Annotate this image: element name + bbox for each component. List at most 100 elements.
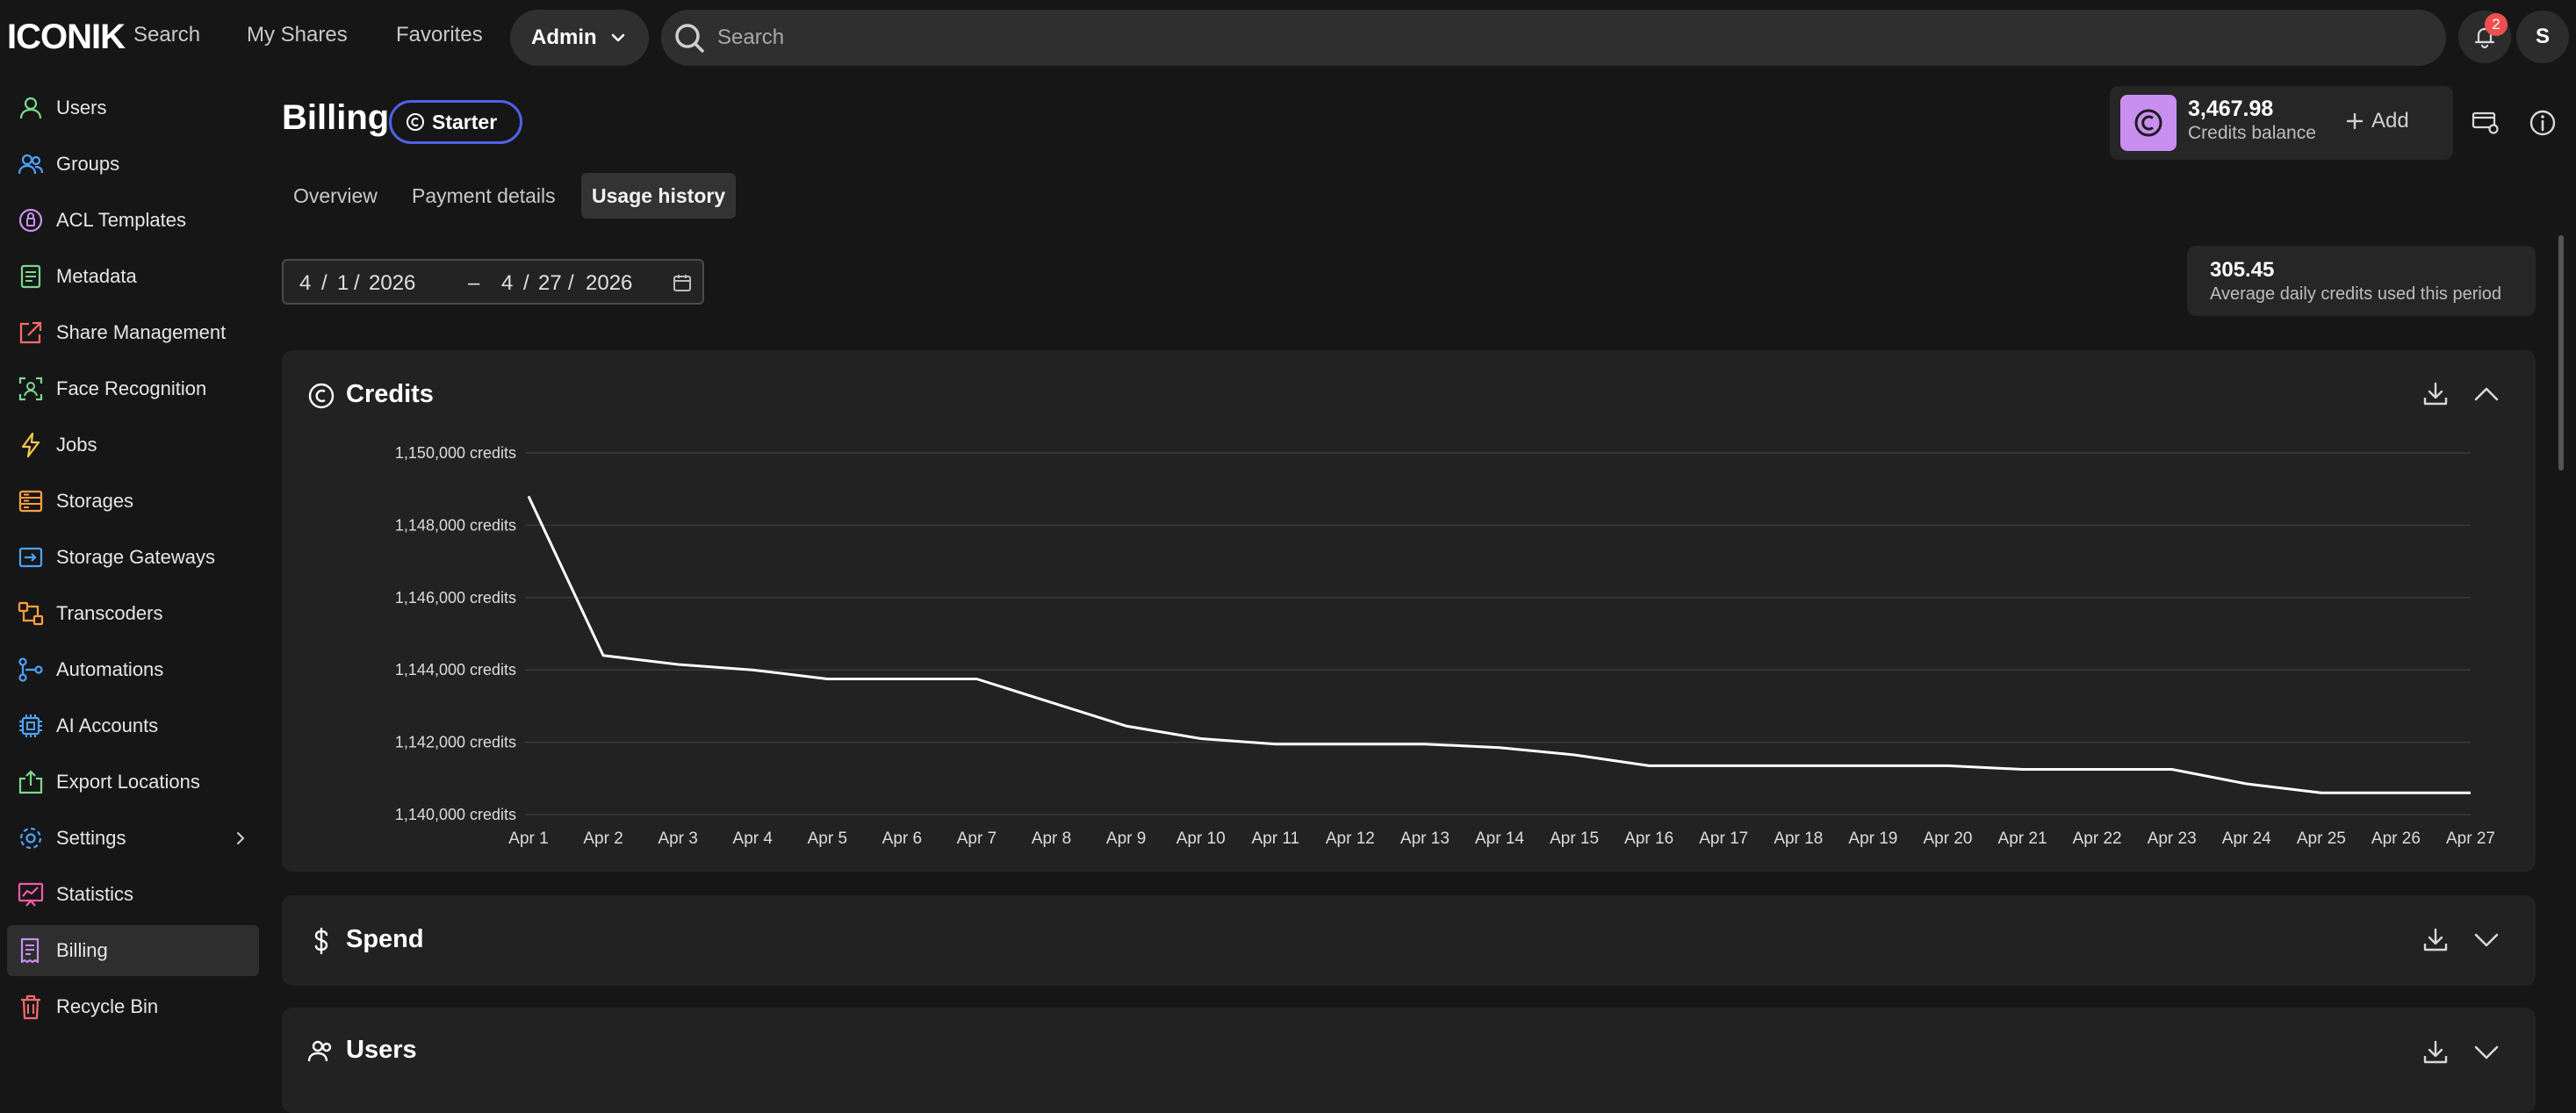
sidebar-item-recycle-bin[interactable]: Recycle Bin [7,981,259,1032]
plus-icon [2346,112,2364,130]
gear-icon [16,823,46,853]
start-year[interactable]: 2026 [369,271,416,295]
credit-coin-icon [308,383,335,409]
user-initial: S [2535,25,2550,48]
add-credits-button[interactable]: Add [2345,109,2409,133]
transcoder-icon [16,599,46,628]
top-bar: ICONIK Search My Shares Favorites Admin … [0,0,2576,74]
panel-title-credits: Credits [346,380,434,408]
nav-favorites[interactable]: Favorites [396,23,483,47]
x-tick-label: Apr 17 [1699,829,1748,848]
end-month[interactable]: 4 [501,271,514,295]
sidebar-item-metadata[interactable]: Metadata [7,251,259,302]
plan-badge[interactable]: Starter [389,100,522,144]
date-slash: / [354,271,360,295]
spend-panel: Spend [282,895,2536,986]
card-settings-icon [2472,111,2499,134]
sidebar-item-label: Export Locations [56,771,200,793]
tab-payment-details[interactable]: Payment details [412,183,556,207]
sidebar-item-storages[interactable]: Storages [7,476,259,527]
sidebar-item-label: Storages [56,490,134,512]
sidebar-item-settings[interactable]: Settings [7,813,259,864]
end-day[interactable]: 27 [538,271,562,295]
trash-icon [16,992,46,1022]
download-icon[interactable] [2420,924,2451,956]
date-range-picker[interactable]: 4 / 1 / 2026 – 4 / 27 / 2026 [282,259,704,305]
average-usage-label: Average daily credits used this period [2210,284,2502,304]
download-icon[interactable] [2420,1037,2451,1068]
start-day[interactable]: 1 [337,271,349,295]
users-panel: Users [282,1008,2536,1113]
credits-panel: Credits 1,150,000 credits 1,148,000 credi… [282,350,2536,872]
sidebar-item-label: Storage Gateways [56,546,215,568]
nav-search[interactable]: Search [133,23,201,47]
average-usage-value: 305.45 [2210,258,2275,282]
y-tick-label: 1,148,000 credits [395,516,516,534]
search-bar[interactable] [661,10,2446,66]
search-input[interactable] [717,25,2385,50]
x-tick-label: Apr 12 [1326,829,1375,848]
average-usage-card: 305.45 Average daily credits used this p… [2187,246,2536,316]
sidebar-item-ai-accounts[interactable]: AI Accounts [7,700,259,751]
sidebar-item-groups[interactable]: Groups [7,139,259,190]
lightning-icon [16,430,46,460]
export-icon [16,767,46,797]
calendar-icon[interactable] [672,272,693,293]
tab-overview[interactable]: Overview [293,183,378,207]
start-month[interactable]: 4 [299,271,312,295]
user-icon [16,93,46,123]
lock-icon [16,205,46,235]
nav-my-shares[interactable]: My Shares [247,23,348,47]
admin-menu-button[interactable]: Admin [510,10,649,66]
sidebar-item-acl-templates[interactable]: ACL Templates [7,195,259,246]
app-logo[interactable]: ICONIK [7,18,126,56]
dollar-icon [314,927,328,955]
user-avatar[interactable]: S [2516,11,2569,63]
info-button[interactable] [2516,97,2569,149]
date-range-separator: – [468,271,480,295]
sidebar-item-label: Settings [56,827,126,849]
sidebar-item-label: Recycle Bin [56,995,159,1017]
sidebar-item-label: AI Accounts [56,714,159,736]
x-tick-label: Apr 9 [1106,829,1146,848]
x-tick-label: Apr 19 [1848,829,1897,848]
sidebar-item-export-locations[interactable]: Export Locations [7,757,259,808]
credits-balance-card: 3,467.98 Credits balance Add [2110,86,2453,160]
date-slash: / [568,271,574,295]
download-icon[interactable] [2420,378,2451,410]
info-icon [2529,110,2556,136]
sidebar-item-face-recognition[interactable]: Face Recognition [7,363,259,414]
credits-line-chart: 1,150,000 credits 1,148,000 credits 1,146,… [395,444,2495,848]
credits-series-line [527,495,2471,794]
sidebar-item-statistics[interactable]: Statistics [7,869,259,920]
users-icon [307,1040,332,1062]
sidebar-item-label: Billing [56,939,108,961]
share-icon [16,318,46,348]
sidebar-item-transcoders[interactable]: Transcoders [7,588,259,639]
sidebar-item-automations[interactable]: Automations [7,644,259,695]
x-tick-label: Apr 20 [1923,829,1972,848]
tab-usage-history[interactable]: Usage history [581,173,737,219]
credit-coin-icon [407,113,424,131]
end-year[interactable]: 2026 [586,271,633,295]
chart-icon [16,880,46,909]
chevron-down-icon[interactable] [2471,1037,2502,1068]
page-scrollbar[interactable] [2558,235,2564,470]
sidebar-item-jobs[interactable]: Jobs [7,420,259,470]
panel-title-users: Users [346,1036,417,1064]
sidebar-item-share-management[interactable]: Share Management [7,307,259,358]
billing-settings-button[interactable] [2459,97,2512,149]
y-tick-label: 1,146,000 credits [395,589,516,607]
chevron-down-icon[interactable] [2471,924,2502,956]
face-scan-icon [16,374,46,404]
chevron-up-icon[interactable] [2471,378,2502,410]
sidebar-item-users[interactable]: Users [7,83,259,133]
x-tick-label: Apr 27 [2446,829,2495,848]
sidebar-item-storage-gateways[interactable]: Storage Gateways [7,532,259,583]
y-tick-label: 1,142,000 credits [395,734,516,751]
sidebar-item-billing[interactable]: Billing [7,925,259,976]
sidebar-item-label: ACL Templates [56,209,186,231]
x-tick-label: Apr 22 [2073,829,2122,848]
notification-count-badge: 2 [2485,13,2508,36]
date-slash: / [321,271,327,295]
